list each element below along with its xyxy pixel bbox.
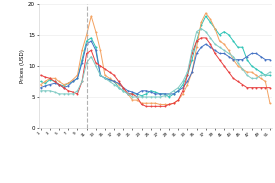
2016: [112, 80, 116, 83]
2017: [94, 49, 97, 51]
2019: [213, 43, 217, 45]
2016: [204, 12, 207, 14]
2017: [135, 93, 139, 95]
Line: 2017: 2017: [40, 40, 271, 95]
2016: [213, 27, 217, 30]
2016: [264, 80, 267, 83]
2018: [145, 105, 148, 107]
2017: [213, 49, 217, 51]
2017: [264, 59, 267, 61]
2016: [158, 103, 162, 106]
Line: 2018: 2018: [40, 37, 271, 107]
2015: [213, 27, 217, 30]
2019: [39, 90, 42, 92]
2018: [213, 52, 217, 55]
2015: [90, 37, 93, 39]
2017: [268, 59, 272, 61]
2015: [204, 15, 207, 17]
2019: [195, 31, 198, 33]
2017: [39, 87, 42, 89]
2018: [108, 71, 111, 73]
2018: [268, 87, 272, 89]
Y-axis label: Prices (USD): Prices (USD): [20, 49, 25, 83]
2017: [200, 46, 203, 48]
2019: [90, 55, 93, 58]
2018: [200, 37, 203, 39]
2015: [39, 80, 42, 83]
2015: [167, 96, 171, 98]
Line: 2015: 2015: [40, 15, 271, 98]
2017: [112, 80, 116, 83]
2015: [264, 74, 267, 76]
2015: [268, 74, 272, 76]
2016: [39, 83, 42, 86]
2018: [195, 40, 198, 42]
2019: [264, 74, 267, 76]
2019: [200, 27, 203, 30]
2018: [112, 74, 116, 76]
2016: [195, 46, 198, 48]
Line: 2019: 2019: [40, 28, 271, 98]
2016: [108, 77, 111, 79]
2015: [108, 79, 111, 81]
2019: [131, 96, 134, 98]
2016: [268, 102, 272, 104]
2016: [90, 15, 93, 17]
2018: [39, 74, 42, 76]
2017: [117, 82, 120, 84]
2015: [112, 80, 116, 83]
2019: [112, 83, 116, 86]
2018: [90, 49, 93, 51]
2019: [268, 71, 272, 73]
2019: [108, 80, 111, 83]
2018: [264, 87, 267, 89]
2015: [195, 40, 198, 42]
Line: 2016: 2016: [40, 12, 271, 105]
2017: [90, 40, 93, 42]
